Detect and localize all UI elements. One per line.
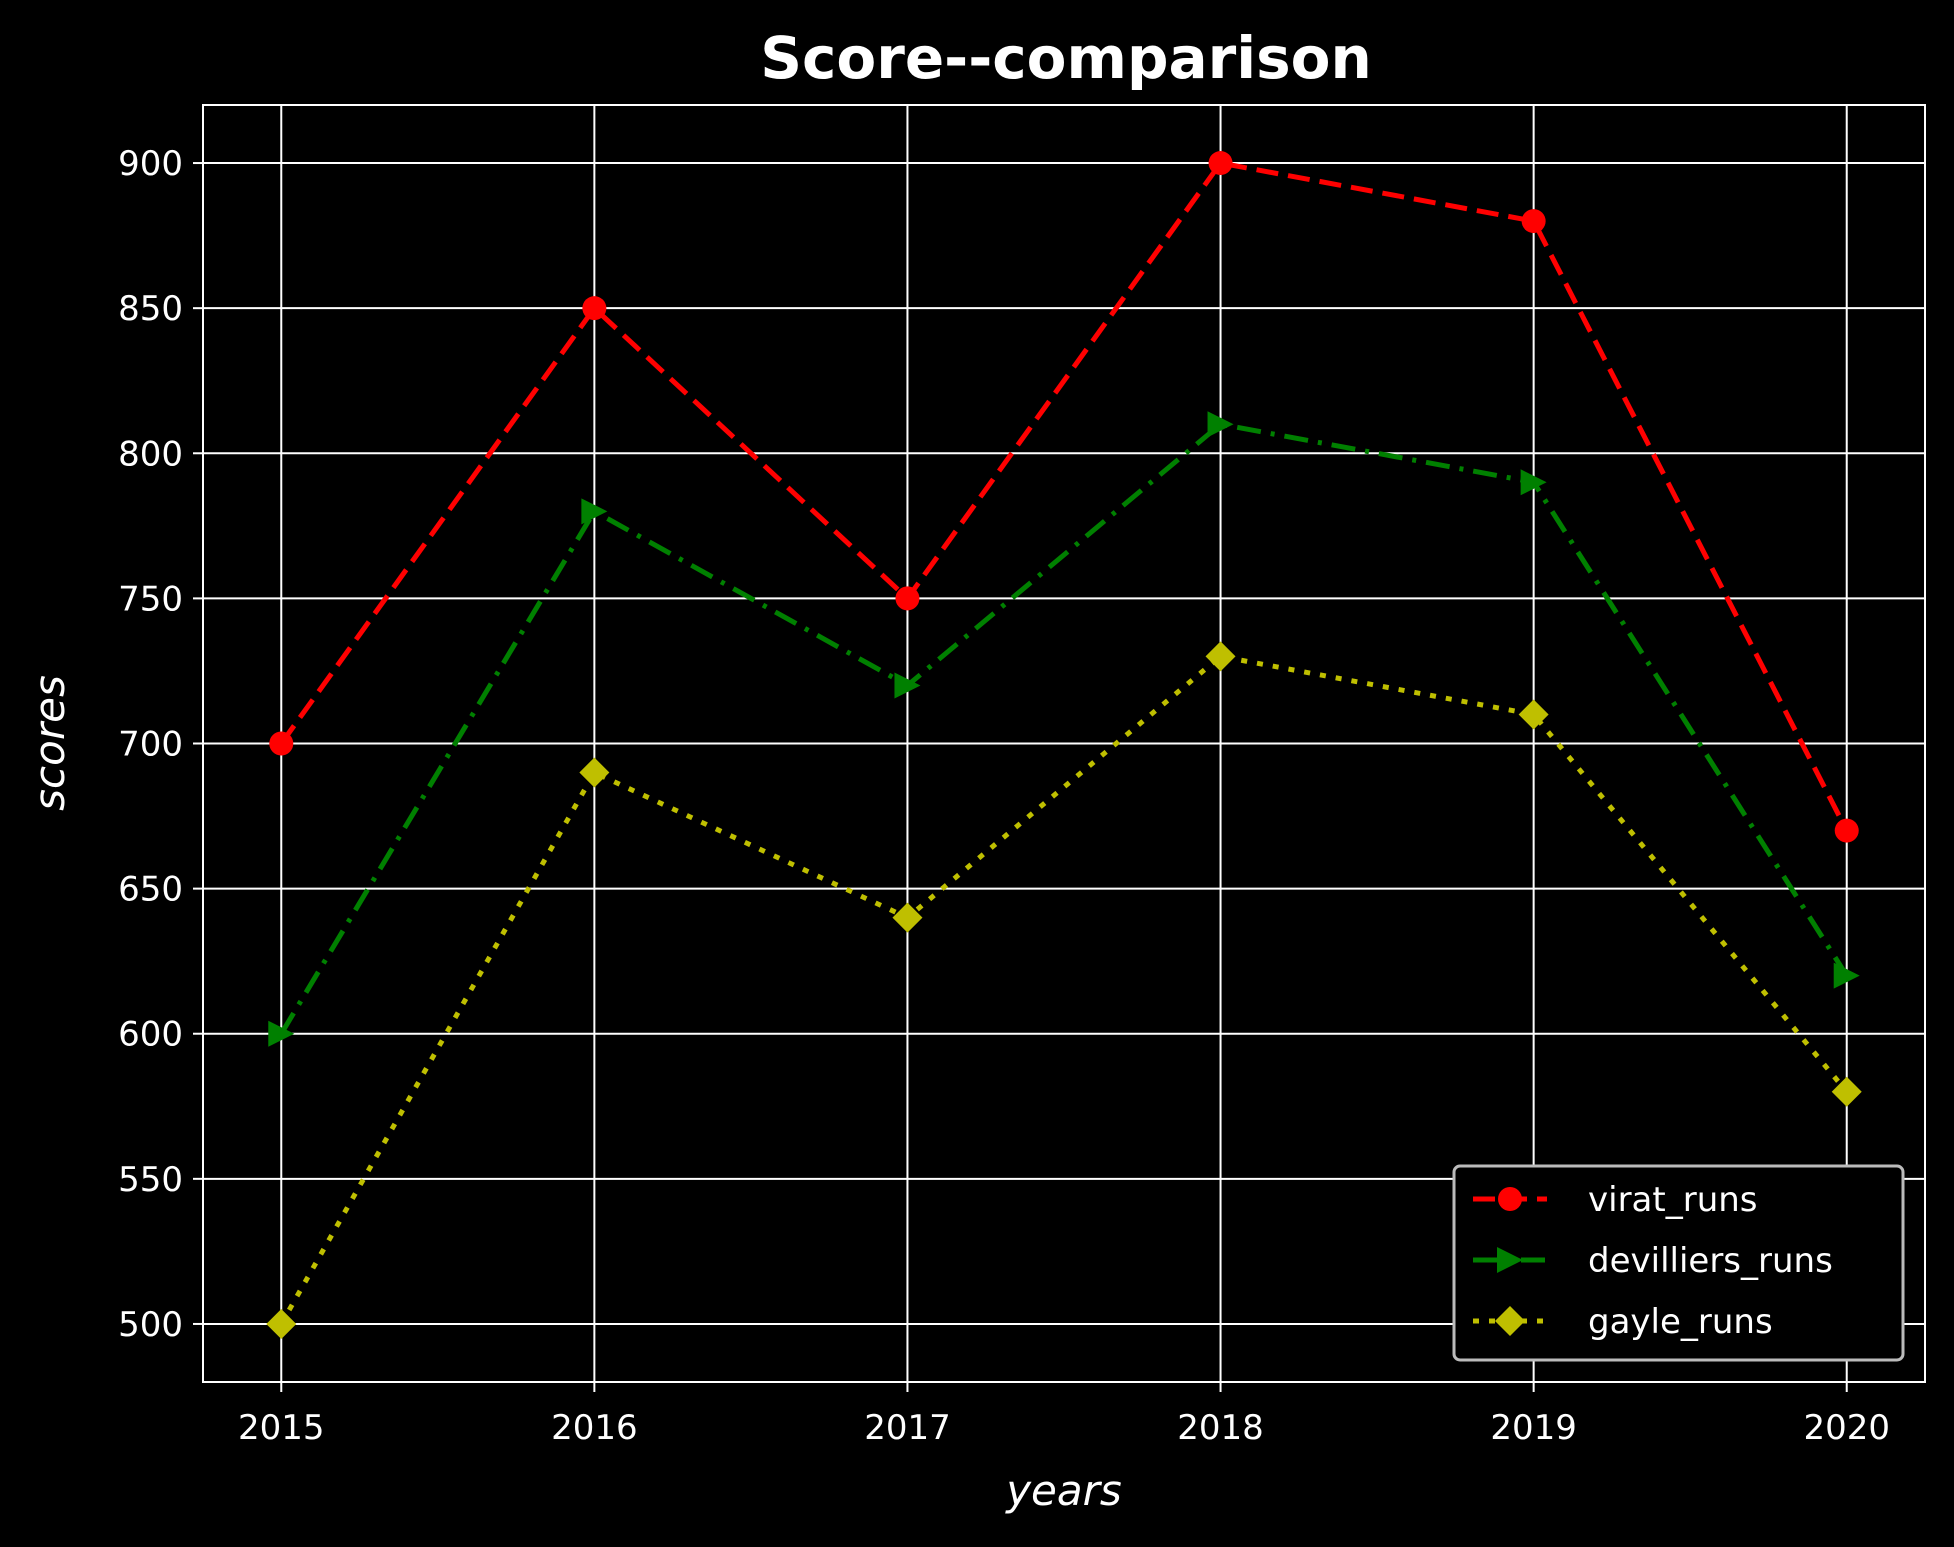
series-devilliers_runs [268, 411, 1860, 1047]
legend-label: gayle_runs [1588, 1302, 1773, 1342]
gridlines [203, 105, 1925, 1382]
data-point-marker [1521, 209, 1546, 234]
y-tick-label: 600 [118, 1015, 183, 1055]
y-tick-label: 750 [118, 579, 183, 619]
x-tick-label: 2020 [1803, 1408, 1890, 1448]
data-point-marker [269, 731, 294, 756]
x-tick-label: 2018 [1177, 1408, 1264, 1448]
series-virat_runs [269, 151, 1859, 843]
data-point-marker [579, 757, 610, 788]
data-point-marker [581, 498, 608, 525]
data-point-marker [1831, 1076, 1862, 1107]
data-point-marker [1520, 469, 1547, 496]
legend-marker [1495, 1306, 1525, 1336]
data-point-marker [582, 296, 607, 321]
y-tick-label: 550 [118, 1160, 183, 1200]
legend-frame [1452, 1164, 1905, 1362]
legend-marker [1498, 1187, 1522, 1211]
data-point-marker [1834, 818, 1859, 843]
data-point-marker [892, 902, 923, 933]
y-axis-label: scores [25, 675, 74, 811]
y-tick-label: 800 [118, 434, 183, 474]
chart-title: Score--comparison [760, 24, 1372, 92]
data-point-marker [1208, 151, 1233, 176]
x-tick-label: 2017 [864, 1408, 951, 1448]
data-point-marker [266, 1308, 297, 1339]
data-point-marker [1205, 641, 1236, 672]
series-gayle_runs [266, 641, 1862, 1339]
legend-item: virat_runs [1473, 1180, 1758, 1220]
x-tick-label: 2015 [238, 1408, 325, 1448]
legend-label: virat_runs [1588, 1180, 1758, 1220]
series-line [279, 421, 1849, 1036]
legend-item: devilliers_runs [1473, 1241, 1833, 1281]
series-line [279, 160, 1849, 832]
y-tick-label: 900 [118, 144, 183, 184]
legend-item: gayle_runs [1473, 1302, 1773, 1342]
series-group [266, 151, 1862, 1339]
legend: virat_runs devilliers_runs gayle_runs [1452, 1164, 1905, 1362]
y-tick-label: 850 [118, 289, 183, 329]
data-point-marker [1518, 699, 1549, 730]
data-point-marker [268, 1020, 295, 1047]
series-line [279, 653, 1849, 1326]
y-tick-label: 500 [118, 1305, 183, 1345]
y-tick-label: 650 [118, 870, 183, 910]
axis-ticks: 2015 2016 2017 2018 2019 2020 500 550 600 650 700 7… [118, 144, 1890, 1448]
data-point-marker [1833, 962, 1860, 989]
legend-marker [1497, 1247, 1523, 1273]
y-tick-label: 700 [118, 725, 183, 765]
data-point-marker [895, 586, 920, 611]
x-axis-label: years [1004, 1466, 1122, 1515]
x-tick-label: 2019 [1490, 1408, 1577, 1448]
data-point-marker [894, 672, 921, 699]
legend-label: devilliers_runs [1588, 1241, 1833, 1281]
data-point-marker [1207, 411, 1234, 438]
x-tick-label: 2016 [551, 1408, 638, 1448]
